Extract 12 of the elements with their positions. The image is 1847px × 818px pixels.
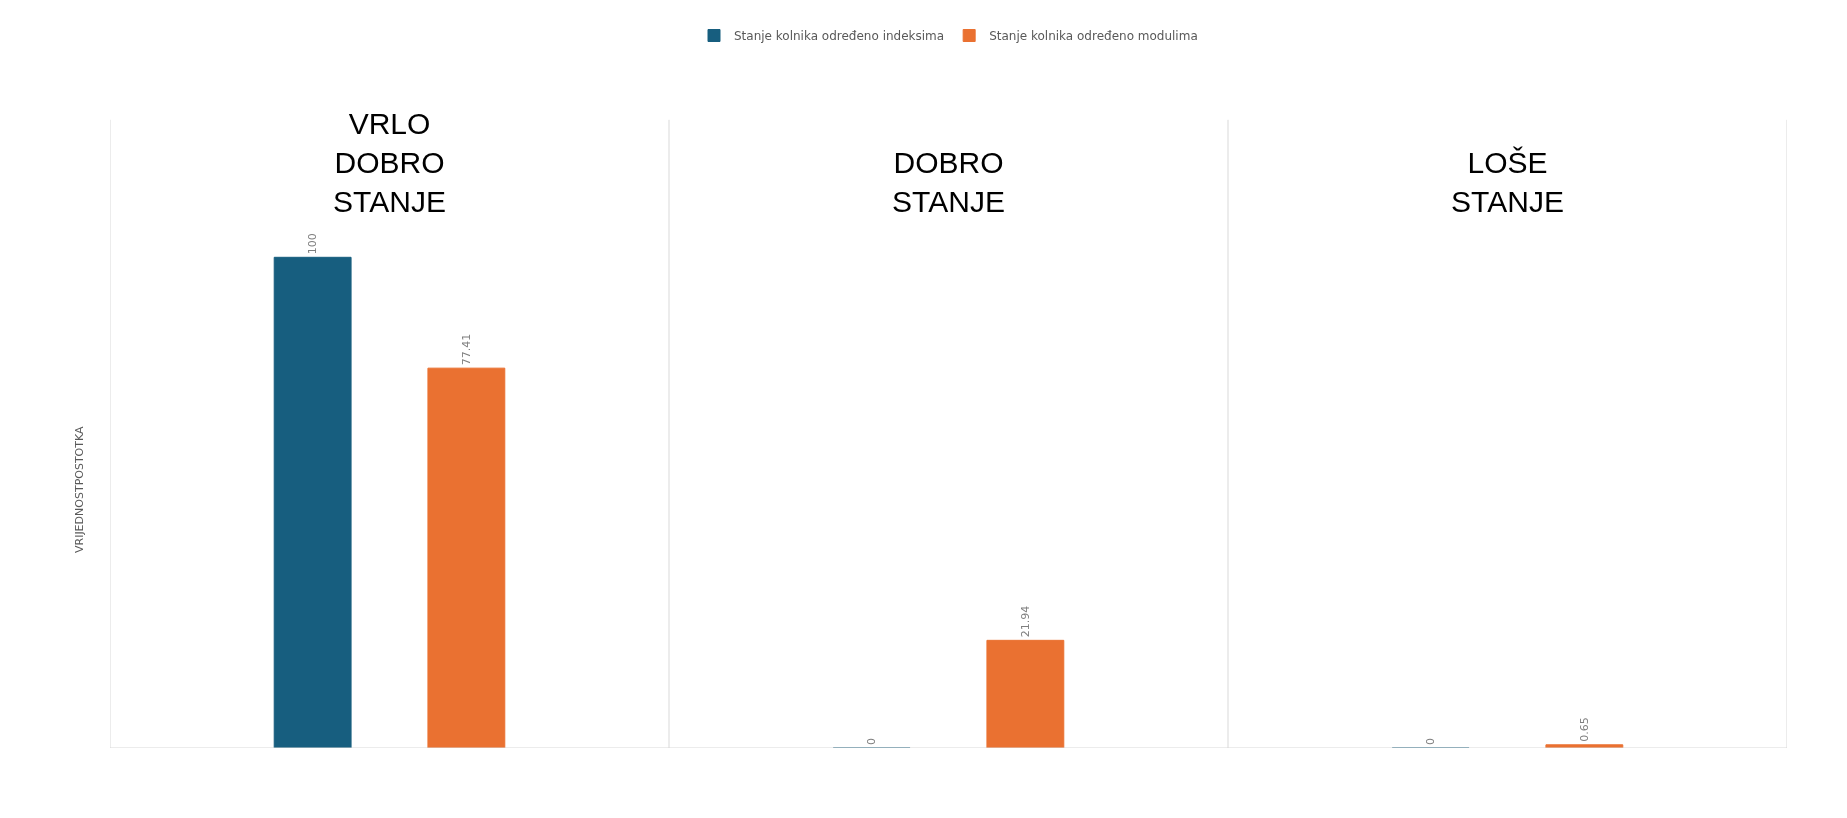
data-label: 0	[1424, 738, 1438, 745]
x-tick-label: LOŠE STANJE	[1451, 145, 1564, 218]
data-label: 21.94	[1018, 605, 1032, 638]
x-tick-label: DOBRO STANJE	[892, 145, 1005, 218]
data-label: 0	[865, 738, 879, 745]
data-label: 100	[306, 233, 320, 255]
y-axis-title: VRIJEDNOSTPOSTOTKA	[73, 425, 87, 554]
x-tick-label: VRLO DOBRO STANJE	[333, 106, 446, 218]
data-label: 77.41	[459, 333, 473, 366]
legend-label: Stanje kolnika određeno indeksima	[734, 29, 945, 44]
data-label: 0.65	[1577, 717, 1591, 742]
legend-label: Stanje kolnika određeno modulima	[989, 29, 1198, 44]
